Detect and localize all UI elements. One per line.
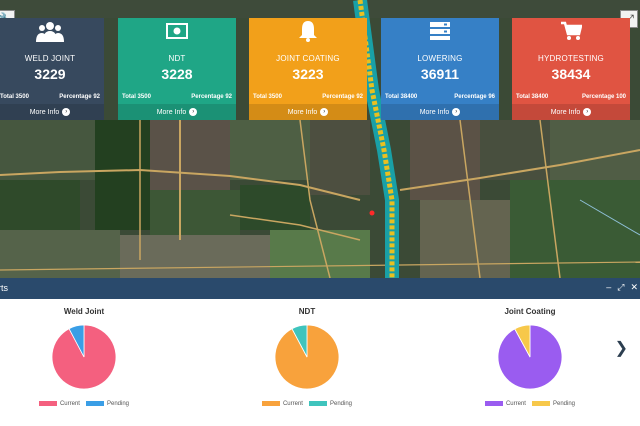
card-count: 38434 [551, 66, 591, 82]
chart-title: Weld Joint [63, 307, 105, 316]
card-stats: Total 3500 Percentage 92 [253, 94, 363, 100]
card-lowering[interactable]: LOWERING 36911 Total 38400 Percentage 96 … [381, 18, 499, 120]
card-title: NDT [168, 54, 186, 63]
card-total: Total 38400 [516, 94, 549, 100]
more-info-label: More Info [550, 108, 581, 116]
legend-item-current[interactable]: Current [38, 401, 80, 408]
chart-legend: Current Pending [14, 401, 154, 407]
more-info-link[interactable]: More Info › [249, 104, 367, 120]
pie-slice-pending[interactable] [514, 324, 531, 358]
chart-weld-joint: Weld Joint Current Pending [14, 299, 154, 426]
chevron-right-icon[interactable]: ❯ [614, 340, 628, 357]
card-stats: Total 38400 Percentage 96 [385, 94, 495, 100]
legend-item-pending[interactable]: Pending [531, 401, 576, 408]
card-total: Total 3500 [0, 94, 29, 100]
chart-ndt: NDT Current Pending [237, 299, 377, 426]
legend-item-current[interactable]: Current [484, 401, 526, 408]
chart-title: Joint Coating [504, 307, 556, 316]
legend-label: Pending [329, 401, 353, 408]
card-title: WELD JOINT [24, 54, 76, 63]
card-joint-coating[interactable]: JOINT COATING 3223 Total 3500 Percentage … [249, 18, 367, 120]
more-info-label: More Info [29, 108, 60, 116]
legend-label: Pending [106, 401, 130, 408]
legend-label: Current [59, 401, 80, 408]
card-hydrotesting[interactable]: HYDROTESTING 38434 Total 38400 Percentage… [512, 18, 630, 120]
card-percentage: Percentage 96 [454, 94, 495, 100]
card-title: LOWERING [417, 54, 463, 63]
more-info-link[interactable]: More Info › [0, 104, 104, 120]
more-info-link[interactable]: More Info › [512, 104, 630, 120]
close-icon[interactable]: ✕ [630, 282, 638, 292]
pie-slice-pending[interactable] [68, 324, 85, 358]
card-count: 3223 [292, 66, 324, 82]
card-weld-joint[interactable]: WELD JOINT 3229 Total 3500 Percentage 92 … [0, 18, 104, 120]
card-percentage: Percentage 92 [59, 94, 100, 100]
arrow-circle-icon: › [189, 108, 198, 116]
legend-label: Current [282, 401, 303, 408]
chart-title: NDT [298, 307, 316, 316]
pie-chart[interactable] [496, 323, 564, 391]
panel-header: rts – ⤢ ✕ [0, 278, 640, 299]
chart-legend: Current Pending [237, 401, 377, 407]
card-count: 36911 [420, 66, 460, 82]
legend-item-pending[interactable]: Pending [85, 401, 130, 408]
money-icon [118, 18, 236, 44]
arrow-circle-icon: › [62, 108, 71, 116]
card-stats: Total 3500 Percentage 92 [122, 94, 232, 100]
pie-chart[interactable] [273, 323, 341, 391]
card-percentage: Percentage 100 [581, 94, 626, 100]
arrow-circle-icon: › [452, 108, 461, 116]
card-count: 3229 [34, 66, 66, 82]
panel-title: rts [0, 283, 8, 293]
cart-icon [512, 18, 630, 44]
card-total: Total 3500 [122, 94, 151, 100]
minimize-icon[interactable]: – [606, 282, 612, 292]
legend-label: Current [505, 401, 526, 408]
chart-legend: Current Pending [460, 401, 600, 407]
more-info-label: More Info [156, 108, 187, 116]
users-icon [0, 18, 104, 44]
legend-item-current[interactable]: Current [261, 401, 303, 408]
charts-panel: rts – ⤢ ✕ Weld Joint Current Pending NDT… [0, 278, 640, 426]
card-stats: Total 3500 Percentage 92 [0, 94, 100, 100]
card-total: Total 3500 [253, 94, 282, 100]
server-icon [381, 18, 499, 44]
legend-item-pending[interactable]: Pending [308, 401, 353, 408]
card-percentage: Percentage 92 [191, 94, 232, 100]
pie-slice-pending[interactable] [291, 324, 308, 358]
card-percentage: Percentage 92 [322, 94, 363, 100]
pie-chart[interactable] [50, 323, 118, 391]
card-total: Total 38400 [385, 94, 418, 100]
more-info-label: More Info [287, 108, 318, 116]
bell-icon [249, 18, 367, 44]
card-ndt[interactable]: NDT 3228 Total 3500 Percentage 92 More In… [118, 18, 236, 120]
card-title: HYDROTESTING [538, 54, 604, 63]
card-stats: Total 38400 Percentage 100 [516, 94, 626, 100]
legend-label: Pending [552, 401, 576, 408]
panel-controls: – ⤢ ✕ [606, 282, 638, 293]
more-info-label: More Info [419, 108, 450, 116]
card-title: JOINT COATING [276, 54, 340, 63]
card-count: 3228 [161, 66, 193, 82]
arrow-circle-icon: › [320, 108, 329, 116]
chart-joint-coating: Joint Coating Current Pending [460, 299, 600, 426]
more-info-link[interactable]: More Info › [381, 104, 499, 120]
expand-icon[interactable]: ⤢ [617, 282, 625, 292]
arrow-circle-icon: › [583, 108, 592, 116]
more-info-link[interactable]: More Info › [118, 104, 236, 120]
